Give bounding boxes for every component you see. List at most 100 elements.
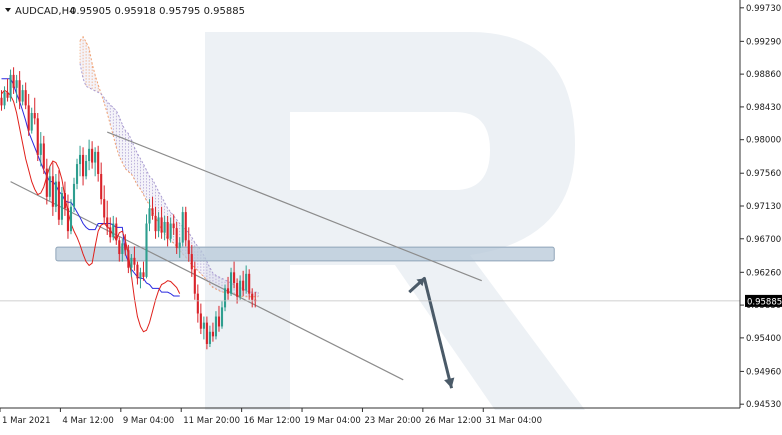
candle-body: [88, 148, 91, 162]
y-tick-label: 0.98860: [746, 70, 781, 80]
candle-body: [21, 90, 24, 102]
candle-body: [248, 273, 251, 294]
y-axis-ticks: 0.99730 0.99290 0.98860 0.98430 0.98000 0.975…: [740, 4, 781, 410]
candle-body: [239, 280, 242, 297]
y-tick-label: 0.94530: [746, 400, 781, 410]
candle-body: [12, 74, 15, 88]
candle-body: [160, 217, 163, 233]
candle-body: [127, 250, 130, 268]
y-tick-label: 0.98430: [746, 103, 781, 113]
senkou-span-a-line: [79, 35, 259, 298]
candle-body: [57, 181, 60, 220]
candle-body: [9, 74, 12, 98]
candle-body: [112, 223, 115, 238]
candle-body: [36, 118, 39, 155]
candle-body: [39, 143, 42, 155]
candle-body: [145, 223, 148, 277]
candle-body: [15, 80, 18, 88]
candle-body: [91, 148, 94, 163]
candle-body: [115, 223, 118, 241]
x-tick-label: 1 Mar 2021: [2, 416, 50, 426]
candle-body: [214, 316, 218, 337]
x-tick-label: 11 Mar 20:00: [183, 416, 240, 426]
candle-body: [30, 113, 33, 131]
candle-body: [205, 322, 208, 344]
current-price-marker: 0.95885: [745, 294, 782, 307]
candle-body: [178, 242, 181, 248]
candle-body: [233, 272, 236, 283]
support-zone-rect: [55, 246, 555, 262]
x-tick-label: 19 Mar 04:00: [304, 416, 361, 426]
candle-body: [85, 161, 88, 177]
forecast-up-arrow-head: [416, 278, 425, 287]
candle-body: [18, 80, 21, 102]
candle-body: [124, 243, 127, 251]
candle-body: [254, 299, 257, 302]
candle-body: [169, 223, 172, 239]
candle-body: [103, 199, 106, 218]
candle-body: [66, 208, 70, 232]
x-tick-label: 26 Mar 12:00: [425, 416, 482, 426]
y-tick-label: 0.97130: [746, 202, 781, 212]
x-tick-label: 16 Mar 12:00: [244, 416, 301, 426]
candle-body: [6, 92, 9, 98]
candle-body: [208, 331, 211, 344]
candle-body: [97, 151, 100, 174]
x-tick-label: 4 Mar 12:00: [62, 416, 113, 426]
y-tick-label: 0.97560: [746, 169, 781, 179]
candle-body: [109, 227, 112, 238]
candle-body: [0, 97, 3, 106]
candle-body: [94, 151, 97, 163]
candle-body: [190, 254, 193, 270]
y-tick-label: 0.99290: [746, 37, 781, 47]
candle-body: [148, 208, 151, 224]
x-axis-ticks: 1 Mar 2021 4 Mar 12:00 9 Mar 04:00 11 Mar 2…: [0, 408, 542, 426]
candle-body: [142, 272, 145, 277]
senkou-span-b-line: [79, 63, 259, 293]
candle-body: [172, 223, 175, 229]
candle-body: [75, 164, 79, 184]
forecast-arrow: [408, 276, 455, 389]
candle-body: [220, 307, 224, 327]
candle-body: [184, 212, 187, 241]
x-tick-label: 23 Mar 20:00: [364, 416, 421, 426]
candle-body: [181, 212, 184, 243]
x-tick-label: 9 Mar 04:00: [123, 416, 174, 426]
candle-body: [139, 272, 142, 279]
candle-body: [196, 293, 199, 314]
y-tick-label: 0.99730: [746, 4, 781, 14]
candle-body: [3, 92, 6, 106]
candle-body: [118, 240, 121, 255]
candle-body: [230, 272, 233, 294]
y-tick-label: 0.96700: [746, 235, 781, 245]
candle-body: [78, 154, 82, 165]
dropdown-triangle-icon[interactable]: [5, 8, 11, 12]
price-label: 0.95885: [747, 297, 782, 307]
candle-body: [100, 173, 103, 200]
candle-body: [175, 228, 178, 248]
candle-body: [48, 176, 51, 197]
candle-body: [245, 273, 248, 291]
candle-body: [187, 240, 190, 255]
candle-body: [136, 264, 139, 279]
candle-body: [226, 288, 230, 294]
symbol-label: AUDCAD,H4: [15, 6, 75, 17]
y-tick-label: 0.96260: [746, 268, 781, 278]
y-tick-label: 0.95400: [746, 334, 781, 344]
candle-body: [51, 176, 54, 207]
candle-body: [242, 280, 245, 291]
candle-body: [72, 183, 76, 207]
kijun-sen-line: [1, 78, 180, 297]
candle-body: [166, 222, 169, 239]
candle-body: [217, 316, 221, 327]
candle-body: [211, 331, 214, 337]
candle-body: [223, 288, 227, 308]
support-zone: [55, 246, 555, 262]
y-tick-label: 0.98000: [746, 136, 781, 146]
channel-upper-line: [107, 131, 482, 282]
candle-body: [121, 243, 124, 255]
candle-body: [151, 208, 154, 216]
tenkan-sen-line: [1, 89, 181, 333]
